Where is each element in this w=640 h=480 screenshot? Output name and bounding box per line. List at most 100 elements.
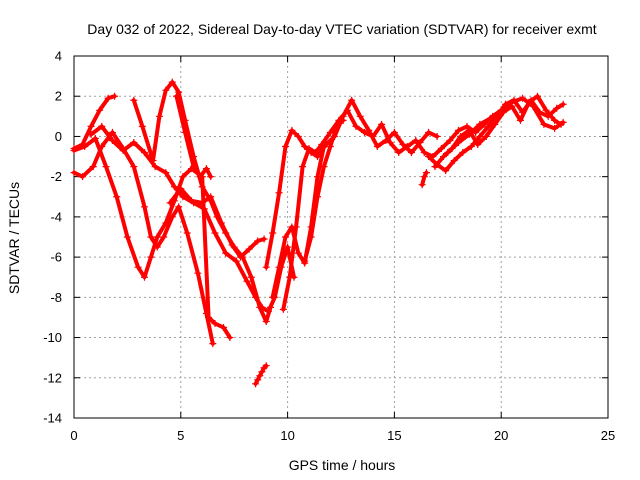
data-point	[102, 163, 110, 171]
data-point	[166, 199, 174, 207]
data-point	[108, 128, 116, 136]
y-tick-label: -12	[43, 370, 62, 385]
y-tick-label: -6	[50, 250, 62, 265]
data-point	[262, 362, 270, 370]
data-point	[134, 263, 142, 271]
data-point	[262, 263, 270, 271]
data-point	[474, 140, 482, 148]
data-point	[326, 143, 334, 150]
data-point	[179, 193, 187, 201]
data-point	[553, 104, 561, 112]
data-point	[356, 112, 364, 120]
data-point	[476, 120, 484, 128]
data-point	[420, 149, 428, 157]
data-point	[237, 253, 245, 261]
data-point	[343, 106, 351, 114]
data-point	[211, 319, 219, 327]
data-point	[70, 169, 78, 177]
data-point	[559, 118, 567, 126]
data-point	[281, 143, 289, 150]
data-point	[352, 122, 360, 130]
data-point	[431, 163, 439, 171]
data-point	[198, 199, 206, 207]
data-point	[450, 157, 458, 165]
y-tick-label: 4	[55, 49, 62, 64]
data-point	[463, 122, 471, 130]
data-point	[459, 149, 467, 157]
data-point	[123, 233, 131, 241]
data-point	[168, 78, 176, 86]
data-point	[254, 376, 262, 384]
data-point	[395, 149, 403, 157]
series-sat-c	[70, 128, 217, 348]
data-point	[301, 143, 309, 150]
data-point	[262, 317, 270, 325]
data-point	[559, 100, 567, 108]
data-point	[301, 257, 309, 265]
data-point	[519, 94, 527, 102]
data-point	[440, 153, 448, 161]
data-point	[491, 120, 499, 128]
data-point	[140, 149, 148, 157]
data-point	[442, 167, 450, 175]
data-point	[275, 263, 283, 271]
y-tick-label: -2	[50, 169, 62, 184]
data-point	[437, 145, 445, 153]
data-point	[220, 324, 228, 331]
data-point	[467, 143, 475, 150]
series-line	[264, 98, 440, 270]
data-point	[279, 305, 287, 313]
data-point	[175, 88, 183, 96]
data-point	[348, 96, 356, 104]
data-point	[226, 334, 234, 342]
data-point	[187, 197, 195, 205]
data-point	[267, 303, 275, 311]
data-point	[153, 233, 161, 241]
data-point	[87, 122, 95, 130]
data-point	[299, 163, 307, 171]
data-point	[420, 173, 428, 181]
data-point	[198, 183, 206, 191]
series-sat-f	[173, 92, 215, 181]
series-sat-p	[444, 94, 567, 157]
data-point	[98, 122, 106, 130]
data-point	[444, 149, 452, 157]
data-point	[91, 134, 99, 142]
data-point	[222, 249, 230, 257]
data-point	[113, 193, 121, 201]
data-point	[147, 253, 155, 261]
data-point	[399, 140, 407, 148]
data-point	[207, 193, 215, 201]
data-point	[418, 181, 426, 189]
data-point	[307, 233, 315, 241]
data-point	[454, 138, 462, 146]
data-point	[254, 237, 262, 245]
data-point	[260, 235, 268, 243]
data-point	[288, 223, 296, 231]
data-point	[497, 106, 505, 114]
data-point	[465, 130, 473, 138]
data-point	[386, 138, 394, 146]
data-point	[425, 153, 433, 161]
data-point	[162, 86, 170, 94]
data-point	[155, 112, 163, 120]
data-point	[200, 205, 208, 213]
data-point	[551, 116, 559, 124]
data-point	[378, 120, 386, 128]
data-point	[314, 193, 322, 201]
data-point	[173, 92, 181, 100]
data-point	[269, 293, 277, 301]
data-point	[149, 157, 157, 165]
data-point	[412, 136, 420, 144]
data-point	[373, 143, 381, 150]
series-line	[445, 96, 566, 155]
data-point	[252, 380, 260, 388]
data-point	[529, 102, 537, 110]
data-point	[190, 163, 198, 171]
data-point	[181, 128, 189, 136]
y-tick-label: 0	[55, 129, 62, 144]
data-point	[333, 122, 341, 130]
data-point	[484, 122, 492, 130]
data-point	[294, 132, 302, 140]
